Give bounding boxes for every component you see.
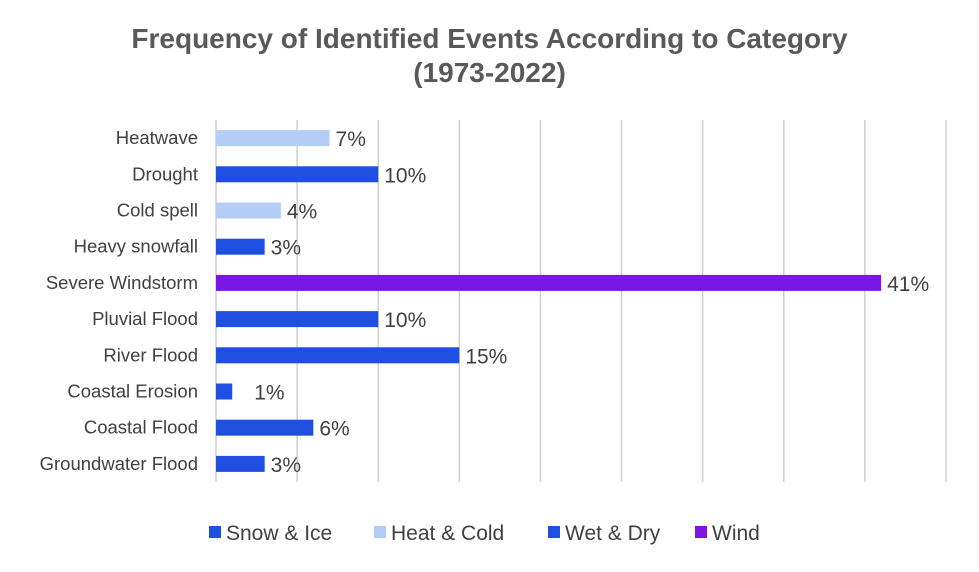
- category-label-groundwater-flood: Groundwater Flood: [40, 453, 198, 474]
- category-label-pluvial-flood: Pluvial Flood: [92, 308, 198, 329]
- data-label-heavy-snowfall: 3%: [271, 237, 301, 260]
- legend-label-wind: Wind: [712, 522, 760, 545]
- legend-label-wet-dry: Wet & Dry: [565, 522, 661, 545]
- bar-heatwave: [216, 130, 330, 147]
- bar-drought: [216, 166, 379, 183]
- chart-title-line2: (1973-2022): [413, 57, 566, 88]
- category-label-river-flood: River Flood: [103, 344, 198, 365]
- category-label-heatwave: Heatwave: [116, 127, 198, 148]
- legend-swatch-snow-ice: [209, 526, 221, 538]
- category-label-coastal-flood: Coastal Flood: [84, 417, 198, 438]
- bar-groundwater-flood: [216, 455, 265, 472]
- category-labels: Heatwave Drought Cold spell Heavy snowfall S…: [40, 127, 198, 474]
- data-labels: 7% 10% 4% 3% 41% 10% 15% 1% 6% 3%: [254, 128, 929, 477]
- chart-title-line1: Frequency of Identified Events According…: [131, 23, 848, 54]
- category-label-severe-windstorm: Severe Windstorm: [46, 272, 198, 293]
- legend: Snow & Ice Heat & Cold Wet & Dry Wind: [209, 522, 760, 545]
- data-label-coastal-flood: 6%: [319, 418, 349, 441]
- gridlines: [215, 120, 947, 482]
- bar-cold-spell: [216, 202, 281, 219]
- bar-coastal-erosion: [216, 383, 233, 400]
- bar-river-flood: [216, 347, 460, 364]
- category-label-coastal-erosion: Coastal Erosion: [67, 381, 198, 402]
- data-label-severe-windstorm: 41%: [887, 273, 929, 296]
- bar-coastal-flood: [216, 419, 314, 436]
- data-label-groundwater-flood: 3%: [271, 454, 301, 477]
- category-label-cold-spell: Cold spell: [117, 200, 198, 221]
- data-label-drought: 10%: [384, 164, 426, 187]
- legend-swatch-heat-cold: [374, 526, 386, 538]
- bar-severe-windstorm: [216, 274, 882, 291]
- data-label-pluvial-flood: 10%: [384, 309, 426, 332]
- category-label-drought: Drought: [132, 163, 198, 184]
- data-label-cold-spell: 4%: [287, 201, 317, 224]
- bar-heavy-snowfall: [216, 238, 265, 255]
- data-label-river-flood: 15%: [465, 345, 507, 368]
- legend-label-snow-ice: Snow & Ice: [226, 522, 332, 545]
- legend-label-heat-cold: Heat & Cold: [391, 522, 504, 545]
- category-label-heavy-snowfall: Heavy snowfall: [74, 236, 198, 257]
- legend-swatch-wind: [695, 526, 707, 538]
- data-label-heatwave: 7%: [336, 128, 366, 151]
- legend-swatch-wet-dry: [548, 526, 560, 538]
- bars: [216, 130, 882, 472]
- data-label-coastal-erosion: 1%: [254, 382, 284, 405]
- chart-title: Frequency of Identified Events According…: [0, 22, 979, 90]
- bar-pluvial-flood: [216, 311, 379, 328]
